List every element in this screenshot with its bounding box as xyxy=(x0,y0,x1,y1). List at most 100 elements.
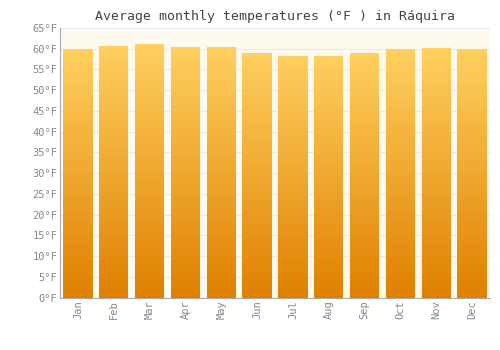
Bar xyxy=(206,232,236,235)
Bar xyxy=(99,215,128,217)
Bar xyxy=(458,210,487,213)
Bar xyxy=(206,87,236,90)
Bar xyxy=(386,280,415,282)
Bar xyxy=(99,96,128,99)
Bar xyxy=(99,192,128,195)
Bar xyxy=(63,56,92,59)
Bar xyxy=(63,295,92,298)
Bar xyxy=(422,125,451,128)
Bar xyxy=(135,191,164,194)
Bar xyxy=(242,78,272,80)
Bar xyxy=(135,123,164,126)
Bar xyxy=(314,92,344,94)
Bar xyxy=(314,123,344,126)
Bar xyxy=(350,278,380,280)
Bar xyxy=(135,216,164,219)
Bar xyxy=(242,95,272,98)
Bar xyxy=(170,160,200,162)
Bar xyxy=(206,175,236,177)
Bar xyxy=(135,211,164,214)
Bar xyxy=(206,152,236,155)
Bar xyxy=(242,292,272,295)
Bar xyxy=(135,239,164,242)
Bar xyxy=(242,117,272,120)
Bar xyxy=(422,51,451,53)
Bar xyxy=(350,204,380,207)
Bar xyxy=(206,255,236,258)
Bar xyxy=(278,225,308,228)
Bar xyxy=(206,205,236,208)
Bar xyxy=(206,72,236,75)
Bar xyxy=(422,200,451,203)
Bar xyxy=(314,65,344,68)
Bar xyxy=(350,148,380,151)
Bar xyxy=(242,68,272,71)
Bar xyxy=(242,193,272,195)
Bar xyxy=(458,287,487,290)
Bar xyxy=(386,114,415,117)
Bar xyxy=(170,84,200,87)
Bar xyxy=(170,235,200,237)
Bar xyxy=(458,166,487,168)
Bar xyxy=(170,145,200,147)
Bar xyxy=(99,177,128,180)
Bar xyxy=(99,91,128,94)
Bar xyxy=(206,70,236,72)
Bar xyxy=(99,234,128,237)
Bar xyxy=(135,249,164,252)
Bar xyxy=(135,171,164,174)
Bar xyxy=(99,254,128,257)
Bar xyxy=(314,75,344,78)
Bar xyxy=(99,217,128,219)
Bar xyxy=(99,79,128,82)
Bar xyxy=(422,155,451,158)
Bar xyxy=(314,147,344,150)
Bar xyxy=(314,210,344,213)
Bar xyxy=(314,280,344,283)
Bar xyxy=(386,258,415,260)
Bar xyxy=(386,74,415,77)
Bar xyxy=(206,102,236,105)
Bar xyxy=(314,293,344,295)
Bar xyxy=(242,224,272,227)
Bar xyxy=(386,94,415,97)
Bar xyxy=(350,263,380,266)
Bar xyxy=(170,134,200,137)
Bar xyxy=(386,161,415,163)
Bar xyxy=(99,94,128,97)
Bar xyxy=(458,183,487,186)
Bar xyxy=(314,203,344,206)
Bar xyxy=(350,209,380,212)
Bar xyxy=(350,126,380,129)
Bar xyxy=(278,172,308,174)
Bar xyxy=(63,218,92,220)
Bar xyxy=(206,130,236,133)
Bar xyxy=(99,61,128,64)
Bar xyxy=(386,230,415,233)
Bar xyxy=(422,272,451,275)
Bar xyxy=(278,131,308,133)
Bar xyxy=(422,218,451,220)
Bar xyxy=(422,262,451,265)
Bar xyxy=(422,270,451,273)
Bar xyxy=(386,72,415,74)
Bar xyxy=(458,113,487,116)
Bar xyxy=(422,103,451,106)
Bar xyxy=(386,193,415,196)
Bar xyxy=(99,121,128,124)
Bar xyxy=(422,275,451,278)
Bar xyxy=(350,109,380,112)
Bar xyxy=(350,202,380,204)
Bar xyxy=(350,97,380,99)
Bar xyxy=(99,292,128,295)
Bar xyxy=(170,227,200,230)
Bar xyxy=(386,89,415,92)
Bar xyxy=(386,139,415,141)
Bar xyxy=(170,220,200,222)
Bar xyxy=(314,172,344,174)
Bar xyxy=(386,240,415,243)
Bar xyxy=(278,220,308,223)
Bar xyxy=(386,245,415,248)
Bar xyxy=(206,262,236,265)
Bar xyxy=(314,225,344,228)
